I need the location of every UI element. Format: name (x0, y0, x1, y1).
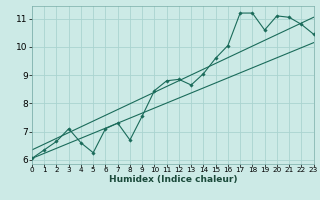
X-axis label: Humidex (Indice chaleur): Humidex (Indice chaleur) (108, 175, 237, 184)
